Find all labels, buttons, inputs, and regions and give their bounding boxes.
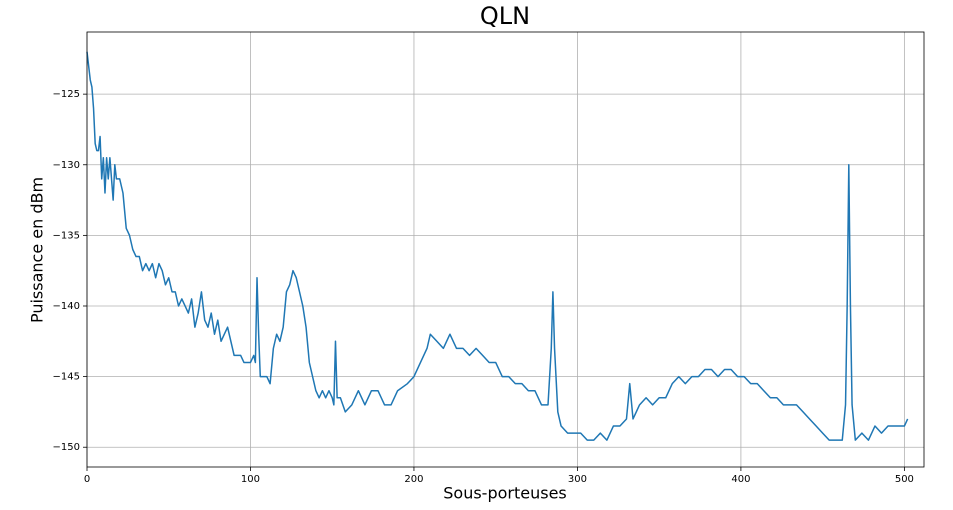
- y-tick-label: −125: [53, 89, 80, 100]
- chart-title: QLN: [480, 2, 530, 30]
- y-axis-label: Puissance en dBm: [28, 177, 47, 323]
- y-tick-label: −130: [53, 160, 80, 171]
- x-tick-label: 500: [895, 474, 914, 485]
- x-axis-label: Sous-porteuses: [443, 484, 567, 503]
- x-tick-label: 0: [84, 474, 90, 485]
- y-tick-label: −140: [53, 301, 80, 312]
- x-tick-label: 100: [241, 474, 260, 485]
- x-tick-label: 400: [731, 474, 750, 485]
- x-tick-label: 200: [404, 474, 423, 485]
- y-tick-label: −145: [53, 372, 80, 383]
- y-tick-label: −150: [53, 442, 80, 453]
- x-tick-label: 300: [568, 474, 587, 485]
- data-line: [86, 51, 909, 441]
- y-tick-label: −135: [53, 230, 80, 241]
- plot-frame: [86, 31, 925, 468]
